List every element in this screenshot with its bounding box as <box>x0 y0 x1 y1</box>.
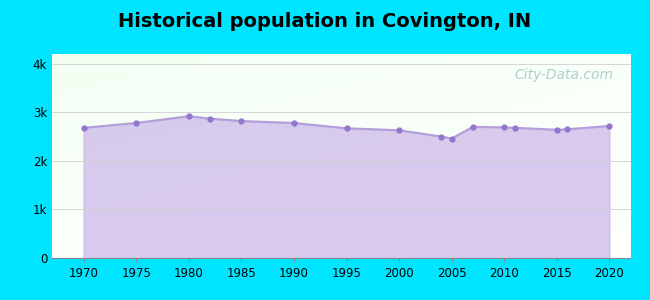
Text: Historical population in Covington, IN: Historical population in Covington, IN <box>118 12 532 31</box>
Text: City-Data.com: City-Data.com <box>514 68 613 82</box>
